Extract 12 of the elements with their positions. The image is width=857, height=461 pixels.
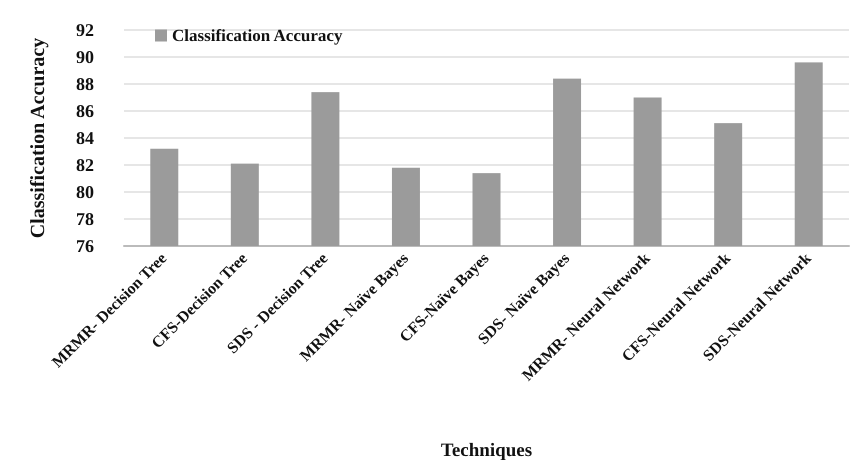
y-tick-label: 86 bbox=[76, 101, 94, 121]
y-tick-label: 92 bbox=[76, 20, 94, 40]
y-tick-label: 90 bbox=[76, 47, 94, 67]
y-tick-label: 82 bbox=[76, 155, 94, 175]
y-axis-title: Classification Accuracy bbox=[27, 38, 49, 238]
y-tick-label: 78 bbox=[76, 209, 94, 229]
y-tick-label: 88 bbox=[76, 74, 94, 94]
legend-label: Classification Accuracy bbox=[172, 26, 343, 45]
y-tick-label: 80 bbox=[76, 182, 94, 202]
y-tick-label: 76 bbox=[76, 236, 94, 256]
y-tick-label: 84 bbox=[76, 128, 94, 148]
x-axis-title: Techniques bbox=[440, 440, 532, 461]
